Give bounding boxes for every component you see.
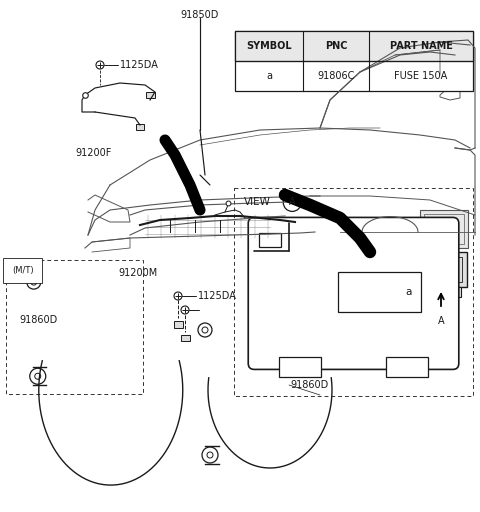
- Text: 1125DA: 1125DA: [198, 291, 237, 301]
- Bar: [253, 222, 290, 252]
- Text: 91806C: 91806C: [317, 71, 355, 81]
- Bar: [235, 31, 473, 91]
- Bar: [279, 357, 321, 377]
- Text: 91850D: 91850D: [181, 10, 219, 20]
- Text: a: a: [266, 71, 272, 81]
- Bar: [136, 124, 144, 130]
- Bar: [386, 357, 428, 377]
- Polygon shape: [440, 88, 460, 100]
- Text: VIEW: VIEW: [244, 198, 271, 207]
- Text: PNC: PNC: [325, 41, 348, 51]
- Bar: [337, 272, 421, 312]
- Bar: [145, 92, 155, 98]
- Text: (M/T): (M/T): [12, 266, 34, 275]
- Text: SYMBOL: SYMBOL: [246, 41, 292, 51]
- Text: a: a: [406, 287, 412, 297]
- Text: A: A: [438, 316, 444, 326]
- FancyBboxPatch shape: [248, 218, 459, 370]
- Text: 91200M: 91200M: [118, 268, 157, 278]
- Bar: [420, 210, 468, 248]
- Bar: [173, 321, 182, 328]
- Bar: [234, 188, 473, 396]
- Bar: [423, 287, 437, 297]
- Bar: [259, 233, 281, 247]
- Bar: [420, 257, 462, 282]
- Bar: [415, 252, 467, 287]
- Text: 91860D: 91860D: [20, 315, 58, 326]
- Text: 1125DA: 1125DA: [120, 60, 159, 70]
- Bar: [424, 214, 464, 244]
- Bar: [180, 335, 190, 341]
- Bar: [6, 260, 143, 394]
- Bar: [447, 287, 461, 297]
- Text: A: A: [289, 198, 296, 207]
- Text: PART NAME: PART NAME: [390, 41, 453, 51]
- Text: 91860D: 91860D: [290, 380, 328, 390]
- Text: 91200F: 91200F: [75, 148, 111, 158]
- Bar: [235, 31, 473, 61]
- Text: FUSE 150A: FUSE 150A: [395, 71, 448, 81]
